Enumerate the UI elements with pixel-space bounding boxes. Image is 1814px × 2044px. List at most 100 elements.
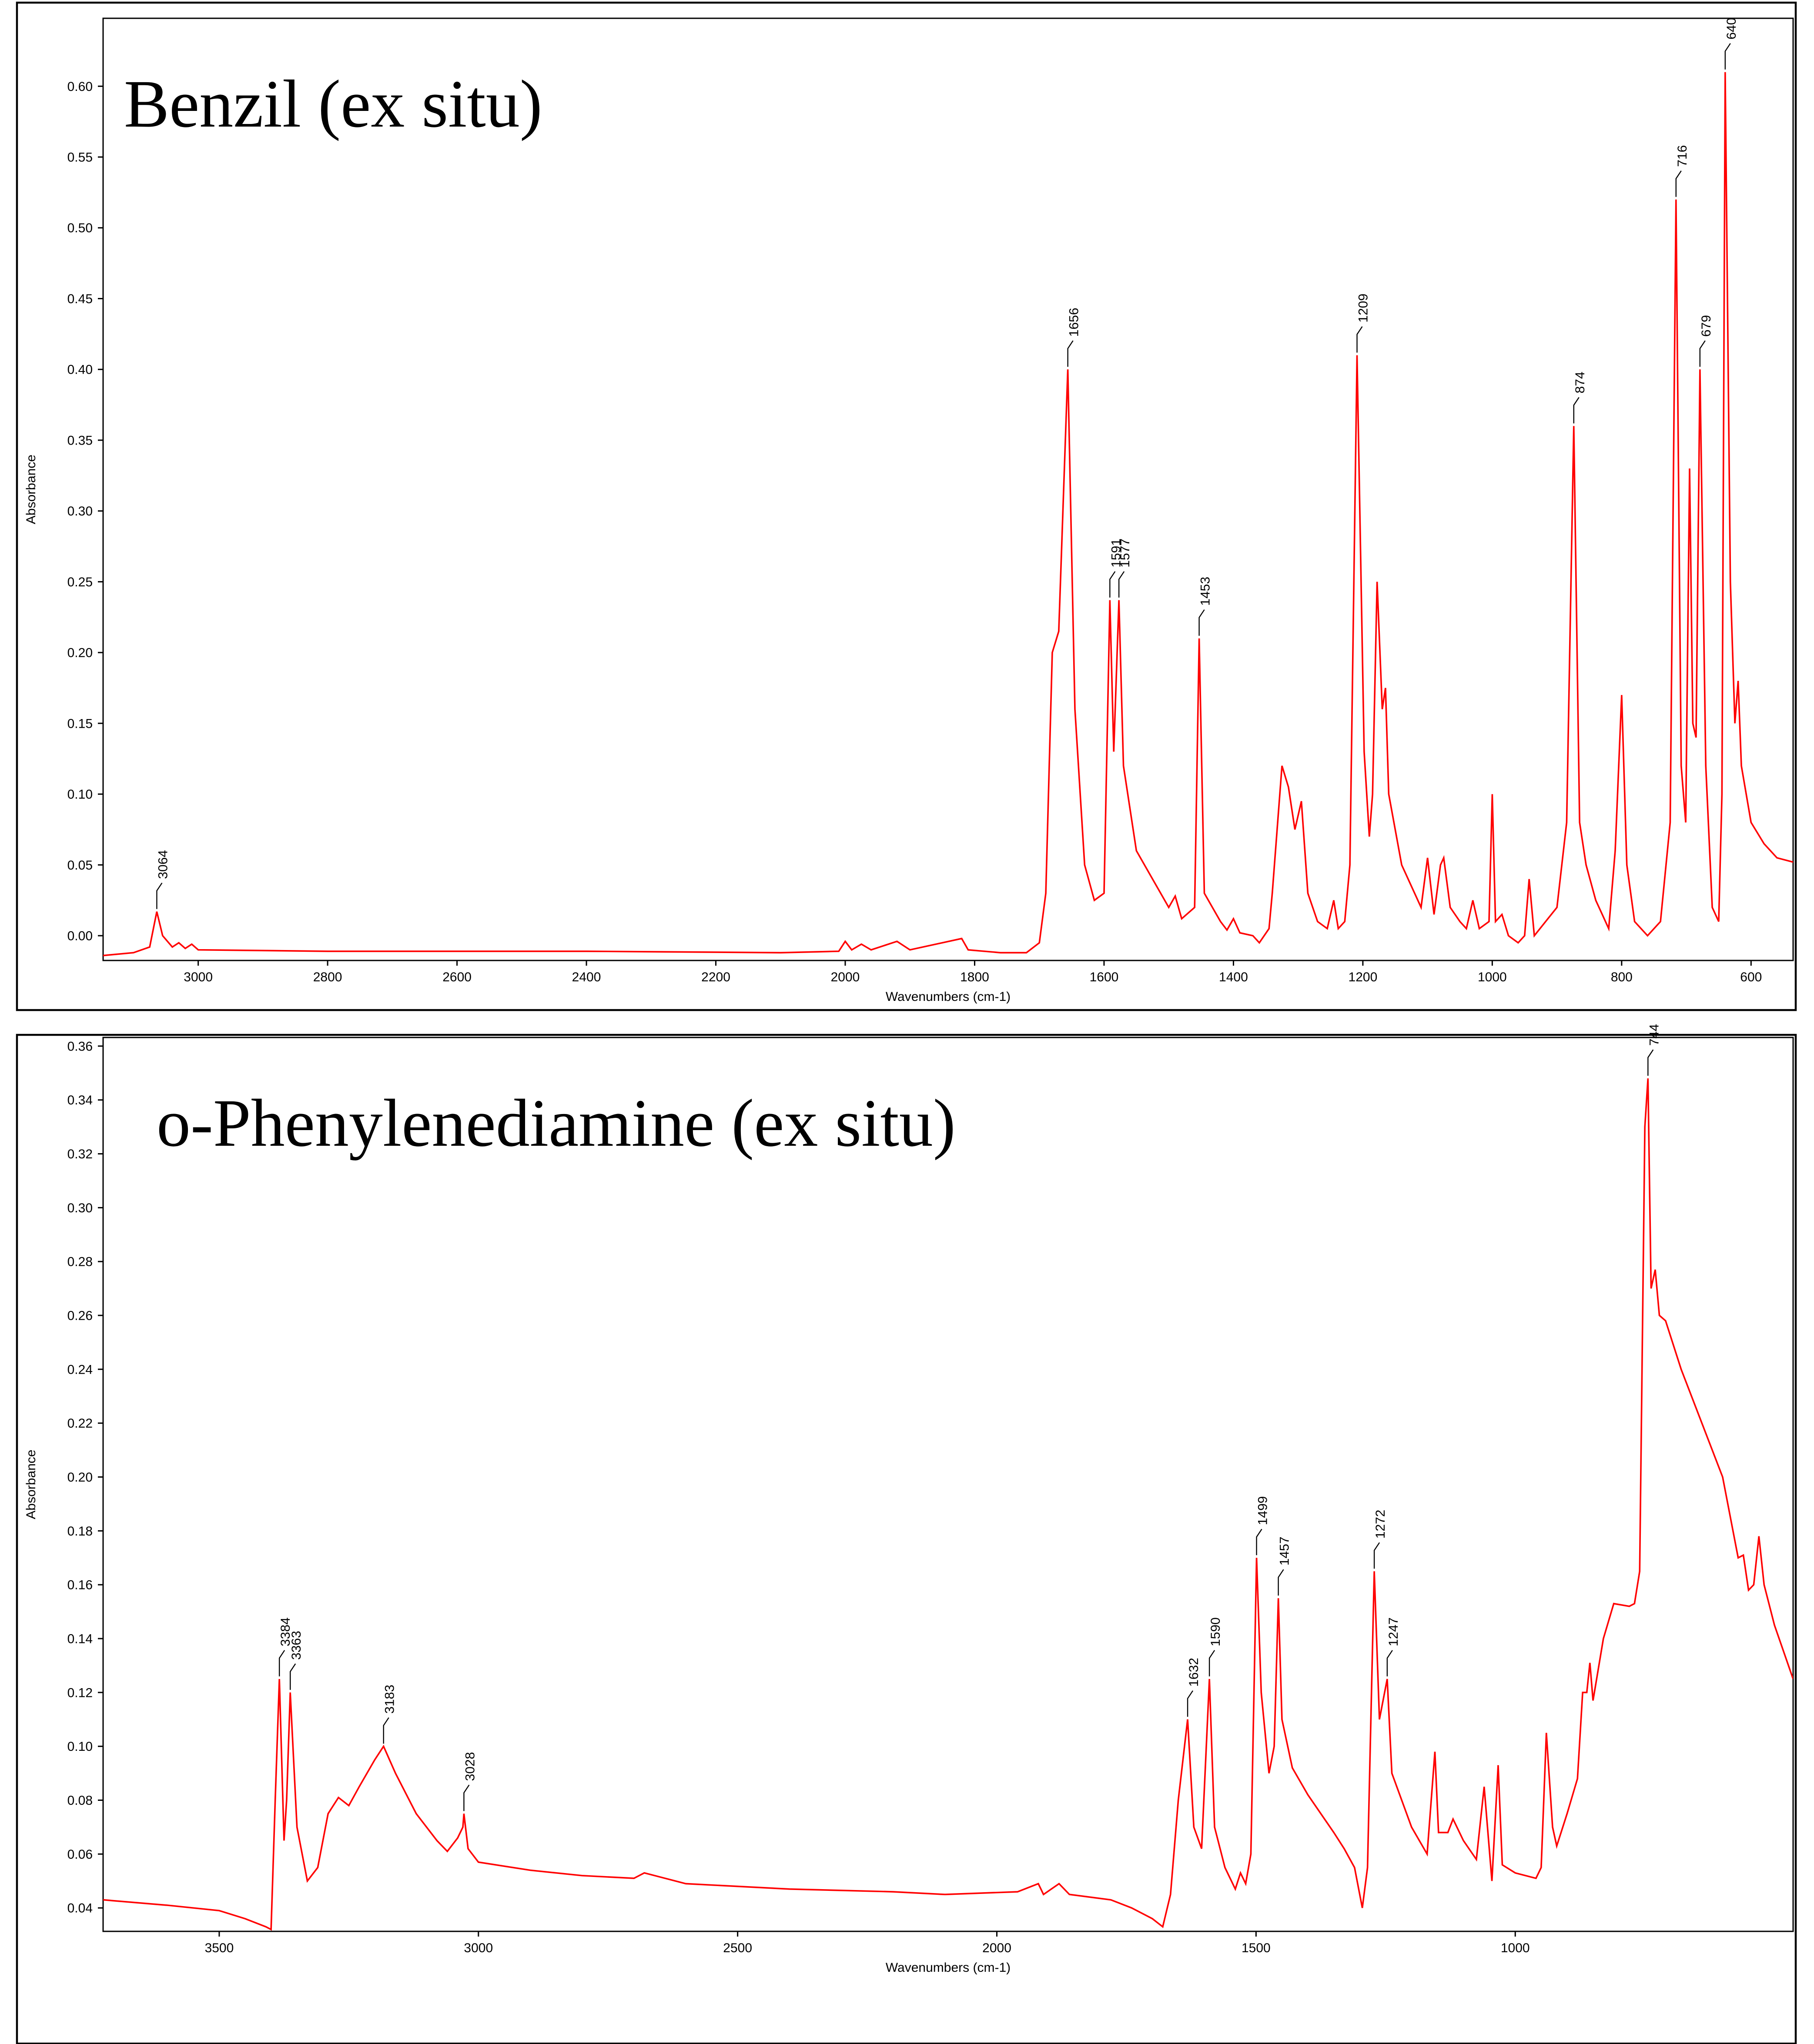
peak-leader — [1256, 1529, 1262, 1556]
peak-label: 1247 — [1386, 1617, 1401, 1646]
chart-panel: 0.04 0.06 0.08 0.10 0.12 0.14 0.16 0.18 0.20 0.22… — [16, 1024, 1797, 2044]
y-tick-label: 0.12 — [67, 1686, 93, 1700]
peak-label: 1656 — [1067, 308, 1081, 337]
peak-label: 1632 — [1187, 1658, 1201, 1687]
x-tick-label: 2800 — [313, 970, 342, 984]
x-tick-label: 1800 — [960, 970, 989, 984]
peak-leader — [1573, 397, 1580, 424]
x-tick-label: 2000 — [982, 1941, 1011, 1955]
peak-label: 679 — [1699, 315, 1714, 337]
x-tick-label: 2400 — [572, 970, 601, 984]
peak-leader — [278, 1650, 285, 1676]
x-tick-label: 1000 — [1501, 1941, 1530, 1955]
peak-label: 1457 — [1278, 1536, 1292, 1566]
y-tick-label: 0.26 — [67, 1309, 93, 1323]
x-tick-label: 1200 — [1349, 970, 1378, 984]
peak-label: 1499 — [1256, 1496, 1270, 1525]
panel-frame — [16, 1034, 1797, 2044]
peak-leader — [463, 1784, 470, 1811]
chart-title: Benzil (ex situ) — [124, 66, 542, 141]
y-tick-label: 0.40 — [67, 363, 93, 377]
y-tick-label: 0.15 — [67, 716, 93, 731]
peak-label: 716 — [1675, 145, 1690, 167]
peak-leader — [1118, 571, 1125, 598]
peak-leader — [1067, 340, 1074, 367]
y-tick-label: 0.55 — [67, 151, 93, 165]
y-tick-label: 0.30 — [67, 1201, 93, 1215]
y-tick-label: 0.20 — [67, 646, 93, 660]
y-tick-label: 0.04 — [67, 1901, 93, 1916]
x-axis-label: Wavenumbers (cm-1) — [886, 1960, 1011, 1975]
y-tick-label: 0.05 — [67, 858, 93, 873]
peak-label: 640 — [1724, 18, 1739, 40]
y-tick-label: 0.22 — [67, 1416, 93, 1431]
peak-label: 1577 — [1118, 539, 1132, 568]
y-tick-label: 0.16 — [67, 1578, 93, 1592]
peak-label: 1272 — [1373, 1509, 1388, 1539]
x-tick-label: 3000 — [464, 1941, 493, 1955]
peak-leader — [1373, 1542, 1380, 1569]
y-tick-label: 0.08 — [67, 1793, 93, 1808]
chart-panel: 0.00 0.05 0.10 0.15 0.20 0.25 0.30 0.35 0.40 0.45… — [16, 1, 1797, 1011]
peak-label: 1209 — [1356, 294, 1371, 323]
y-tick-label: 0.00 — [67, 929, 93, 943]
peak-label: 874 — [1573, 371, 1587, 393]
peak-leader — [1724, 43, 1731, 70]
peak-leader — [1386, 1650, 1393, 1676]
y-tick-label: 0.30 — [67, 504, 93, 519]
peak-label: 3363 — [289, 1631, 304, 1660]
plot-area — [102, 1037, 1794, 1932]
x-tick-label: 2500 — [723, 1941, 752, 1955]
x-tick-label: 1000 — [1478, 970, 1507, 984]
y-tick-label: 0.18 — [67, 1524, 93, 1539]
y-axis-label: Absorbance — [24, 1449, 38, 1519]
peak-leader — [1278, 1569, 1284, 1596]
x-tick-label: 1400 — [1219, 970, 1248, 984]
y-tick-label: 0.50 — [67, 221, 93, 235]
x-tick-label: 3500 — [205, 1941, 234, 1955]
peak-leader — [1198, 609, 1205, 636]
y-tick-label: 0.10 — [67, 1740, 93, 1754]
y-axis-label: Absorbance — [24, 455, 38, 524]
y-tick-label: 0.14 — [67, 1632, 93, 1646]
x-tick-label: 2200 — [701, 970, 730, 984]
x-tick-label: 3000 — [184, 970, 213, 984]
peak-leader — [383, 1717, 389, 1744]
peak-label: 3384 — [278, 1617, 293, 1646]
peak-label: 1453 — [1198, 577, 1213, 606]
spectrum-line — [103, 1078, 1793, 1931]
peak-leader — [290, 1663, 296, 1690]
chart-title: o-Phenylenediamine (ex situ) — [157, 1085, 956, 1161]
peak-label: 1591 — [1109, 539, 1123, 568]
plot-area — [102, 17, 1794, 961]
y-tick-label: 0.36 — [67, 1039, 93, 1054]
y-tick-label: 0.32 — [67, 1147, 93, 1161]
peak-label: 1590 — [1208, 1617, 1223, 1646]
y-tick-label: 0.35 — [67, 433, 93, 448]
y-tick-label: 0.20 — [67, 1470, 93, 1485]
x-tick-label: 1600 — [1090, 970, 1119, 984]
x-tick-label: 800 — [1611, 970, 1633, 984]
y-tick-label: 0.60 — [67, 80, 93, 94]
y-tick-label: 0.28 — [67, 1255, 93, 1269]
peak-leader — [1208, 1650, 1215, 1676]
peak-leader — [1356, 326, 1363, 353]
peak-leader — [1187, 1690, 1194, 1717]
x-axis-label: Wavenumbers (cm-1) — [886, 990, 1011, 1004]
peak-leader — [1647, 1049, 1654, 1076]
spectrum-line — [103, 72, 1793, 957]
peak-leader — [1699, 340, 1706, 367]
peak-leader — [1109, 571, 1116, 598]
y-tick-label: 0.25 — [67, 575, 93, 589]
peak-leader — [156, 883, 163, 909]
y-tick-label: 0.24 — [67, 1362, 93, 1377]
y-tick-label: 0.34 — [67, 1093, 93, 1107]
x-tick-label: 2600 — [442, 970, 472, 984]
peak-label: 3183 — [383, 1685, 397, 1714]
y-tick-label: 0.10 — [67, 787, 93, 802]
y-tick-label: 0.45 — [67, 292, 93, 306]
peak-leader — [1675, 170, 1682, 197]
